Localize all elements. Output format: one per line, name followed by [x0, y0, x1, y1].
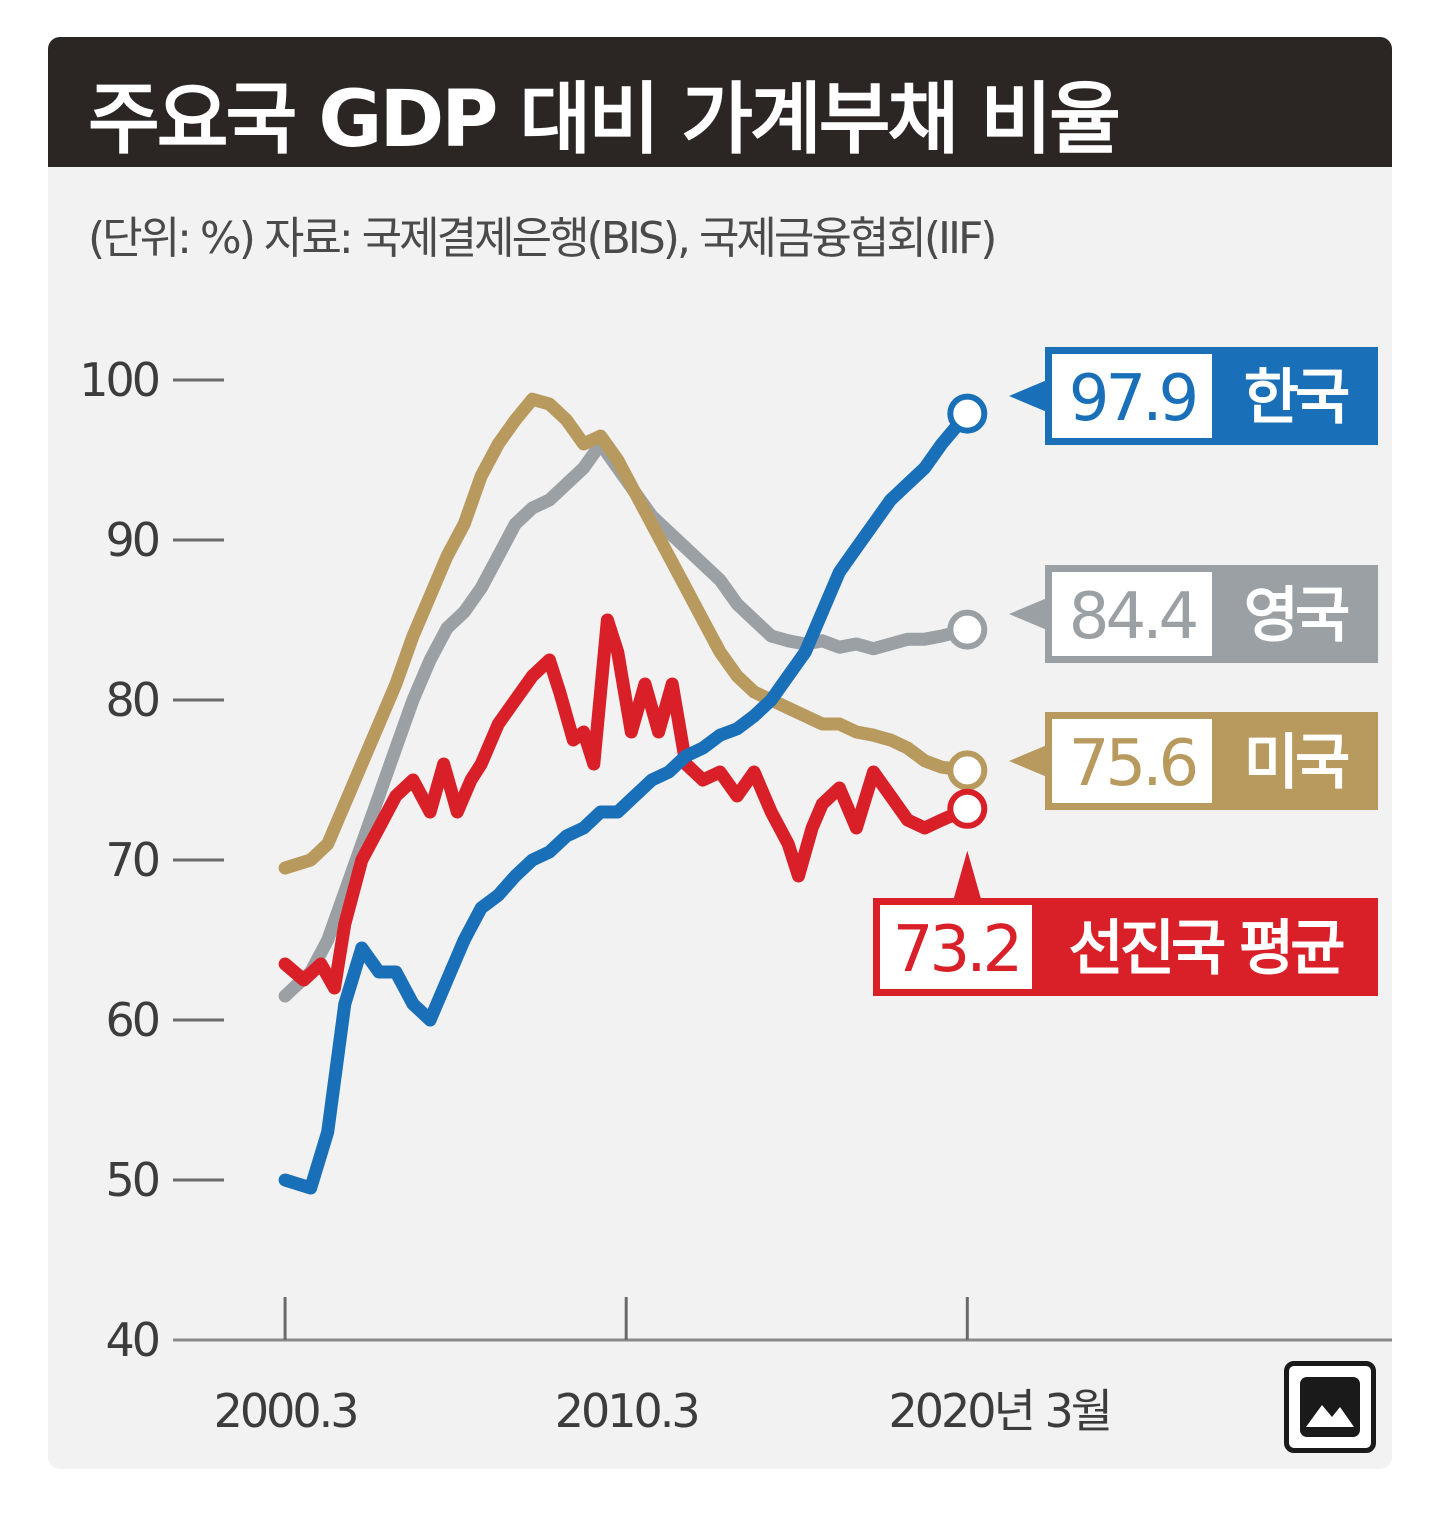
- label-value: 75.6: [1069, 727, 1196, 801]
- chart-title: 주요국 GDP 대비 가계부채 비율: [88, 75, 1121, 165]
- label-series-name: 한국: [1244, 363, 1349, 433]
- series-line: [278, 407, 974, 1195]
- label-series-name: 미국: [1244, 728, 1349, 798]
- y-tick-label: 80: [105, 673, 158, 727]
- y-tick-label: 50: [105, 1153, 158, 1207]
- end-label: 97.9 한국: [1009, 347, 1378, 445]
- chart-subtitle: (단위: %) 자료: 국제결제은행(BIS), 국제금융협회(IIF): [88, 213, 997, 264]
- line-chart: 100 90 80 70 60 50 40 2000.3 2010.3 2020년 3월 97.9…: [79, 347, 1392, 1438]
- x-tick-label: 2020년 3월: [889, 1384, 1111, 1438]
- label-pointer: [1009, 380, 1047, 412]
- end-point-marker: [947, 788, 988, 829]
- x-tick-label: 2010.3: [555, 1384, 698, 1438]
- title-bar: 주요국 GDP 대비 가계부채 비율: [48, 37, 1392, 167]
- label-series-name: 영국: [1244, 581, 1349, 651]
- end-label: 84.4 영국: [1009, 565, 1378, 663]
- image-icon: [1300, 1377, 1360, 1437]
- series-lines: [278, 392, 974, 1195]
- end-point-marker: [947, 609, 988, 650]
- label-value-box: [1052, 572, 1212, 656]
- view-image-button[interactable]: [1284, 1361, 1376, 1453]
- y-tick-label: 40: [105, 1313, 158, 1367]
- chart-card: 주요국 GDP 대비 가계부채 비율 (단위: %) 자료: 국제결제은행(BI…: [48, 37, 1392, 1469]
- label-pointer: [1009, 598, 1047, 630]
- end-label: 73.2 선진국 평균: [873, 850, 1378, 996]
- label-value: 73.2: [893, 913, 1020, 987]
- end-point-marker: [947, 393, 988, 434]
- label-value-box: [1052, 354, 1212, 438]
- y-tick-label: 70: [105, 833, 158, 887]
- y-tick-label: 60: [105, 993, 158, 1047]
- series-line: [278, 613, 974, 995]
- label-value: 84.4: [1069, 580, 1197, 654]
- end-point-marker: [947, 750, 988, 791]
- axes: 100 90 80 70 60 50 40 2000.3 2010.3 2020년 3월: [79, 353, 1392, 1438]
- label-value: 97.9: [1069, 362, 1196, 436]
- y-tick-label: 100: [79, 353, 159, 407]
- x-tick-label: 2000.3: [214, 1384, 357, 1438]
- label-series-name: 선진국 평균: [1069, 914, 1345, 984]
- end-labels: 97.9 한국 84.4 영국 75.6 미국 73.2 선진국 평균: [873, 347, 1378, 996]
- series-line: [278, 392, 974, 875]
- label-pointer: [1009, 745, 1047, 777]
- label-value-box: [880, 905, 1032, 989]
- y-tick-label: 90: [105, 513, 158, 567]
- label-value-box: [1052, 719, 1212, 803]
- end-label: 75.6 미국: [1009, 712, 1378, 810]
- label-pointer: [953, 850, 982, 900]
